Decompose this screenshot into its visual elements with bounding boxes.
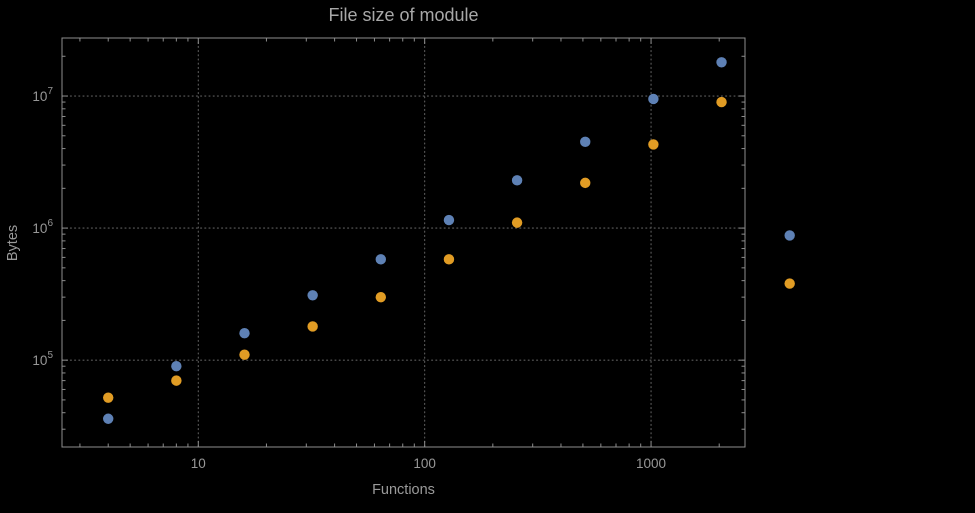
x-tick-label: 10 — [191, 456, 206, 471]
data-point-orange — [784, 278, 795, 289]
y-axis-label: Bytes — [5, 224, 21, 262]
data-point-blue — [307, 290, 318, 301]
data-point-orange — [648, 139, 659, 150]
x-tick-label: 100 — [413, 456, 436, 471]
data-point-orange — [580, 177, 591, 189]
y-tick-label: 107 — [32, 86, 53, 104]
data-point-blue — [375, 254, 386, 265]
plot-frame — [61, 37, 746, 448]
data-point-orange — [239, 349, 250, 360]
data-point-orange — [307, 321, 318, 332]
data-point-orange — [716, 96, 727, 108]
y-tick-label: 105 — [32, 350, 53, 368]
data-point-orange — [103, 392, 114, 403]
data-point-orange — [171, 375, 182, 386]
data-point-orange — [375, 291, 386, 303]
data-point-blue — [239, 327, 250, 339]
x-tick-label: 1000 — [636, 456, 666, 471]
data-point-blue — [511, 175, 523, 186]
data-point-blue — [580, 136, 591, 148]
data-point-blue — [648, 93, 659, 105]
data-point-blue — [171, 360, 182, 372]
data-point-orange — [443, 254, 455, 265]
x-axis-label: Functions — [372, 482, 435, 498]
data-point-blue — [784, 230, 795, 241]
chart-title: File size of module — [328, 5, 479, 25]
data-point-orange — [511, 217, 523, 228]
data-point-blue — [716, 57, 727, 68]
y-tick-label: 106 — [32, 218, 53, 236]
data-point-blue — [443, 214, 455, 226]
data-point-blue — [103, 413, 114, 424]
